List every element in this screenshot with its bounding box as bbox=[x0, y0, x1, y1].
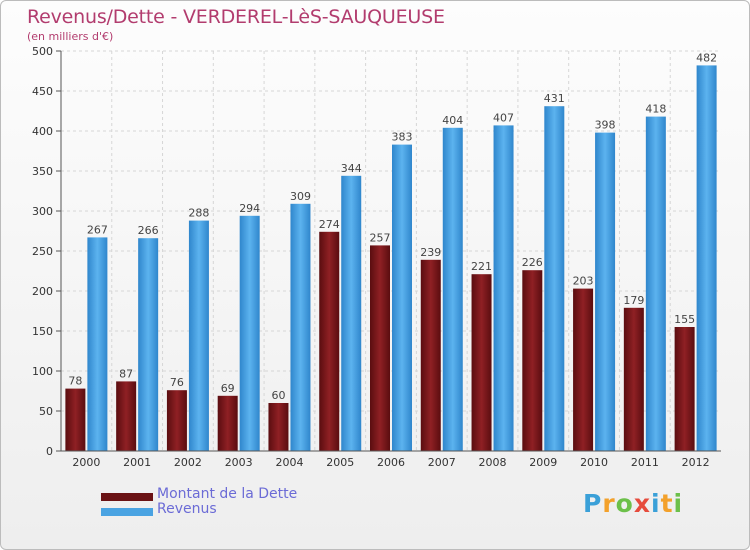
value-label-debt: 221 bbox=[471, 260, 492, 273]
value-label-revenue: 294 bbox=[239, 202, 260, 215]
bar-revenue bbox=[188, 220, 209, 451]
x-tick-label: 2007 bbox=[428, 456, 456, 469]
bar-revenue bbox=[442, 127, 463, 452]
value-label-debt: 155 bbox=[674, 313, 695, 326]
legend-label-debt: Montant de la Dette bbox=[157, 486, 298, 502]
value-label-debt: 78 bbox=[68, 375, 82, 388]
y-tick-label: 450 bbox=[32, 85, 53, 98]
value-label-revenue: 398 bbox=[595, 119, 616, 132]
x-tick-label: 2000 bbox=[72, 456, 100, 469]
value-label-revenue: 404 bbox=[442, 114, 463, 127]
value-label-debt: 274 bbox=[319, 218, 340, 231]
value-label-debt: 60 bbox=[271, 389, 285, 402]
logo-letter: r bbox=[602, 489, 616, 518]
value-label-revenue: 383 bbox=[392, 131, 413, 144]
bar-revenue bbox=[696, 65, 717, 452]
bar-revenue bbox=[645, 116, 666, 451]
value-label-revenue: 267 bbox=[87, 223, 108, 236]
bar-debt bbox=[370, 245, 390, 451]
grid bbox=[61, 50, 721, 451]
value-label-revenue: 266 bbox=[138, 224, 159, 237]
bar-revenue bbox=[544, 106, 565, 451]
bar-debt bbox=[623, 307, 644, 451]
bar-revenue bbox=[290, 203, 311, 451]
value-label-debt: 226 bbox=[522, 256, 543, 269]
bar-debt bbox=[319, 231, 340, 451]
logo-letter: i bbox=[651, 489, 661, 518]
x-tick-label: 2001 bbox=[123, 456, 151, 469]
value-label-revenue: 431 bbox=[544, 92, 565, 105]
x-tick-label: 2003 bbox=[225, 456, 253, 469]
x-tick-label: 2004 bbox=[275, 456, 303, 469]
chart-subtitle: (en milliers d'€) bbox=[27, 30, 114, 43]
x-tick-label: 2002 bbox=[174, 456, 202, 469]
bar-revenue bbox=[493, 125, 514, 452]
proxiti-logo: Proxiti bbox=[583, 489, 683, 518]
bar-debt bbox=[166, 390, 187, 451]
bar-chart: 78 267 87 266 76 288 69 294 60 309 274 344 257 383 239… bbox=[32, 45, 721, 469]
y-tick-label: 400 bbox=[32, 125, 53, 138]
chart-title: Revenus/Dette - VERDEREL-LèS-SAUQUEUSE bbox=[27, 6, 445, 28]
bar-revenue bbox=[595, 132, 616, 451]
value-label-revenue: 344 bbox=[341, 162, 362, 175]
value-label-debt: 203 bbox=[573, 275, 594, 288]
y-tick-label: 500 bbox=[32, 45, 53, 58]
y-tick-label: 250 bbox=[32, 245, 53, 258]
x-tick-label: 2008 bbox=[479, 456, 507, 469]
bar-revenue bbox=[341, 175, 362, 452]
legend-label-revenue: Revenus bbox=[157, 501, 217, 517]
y-tick-label: 100 bbox=[32, 365, 53, 378]
bar-debt bbox=[522, 270, 543, 451]
y-tick-label: 350 bbox=[32, 165, 53, 178]
logo-letter: o bbox=[615, 489, 634, 518]
bar-debt bbox=[573, 288, 594, 451]
legend-swatch-debt bbox=[101, 493, 153, 501]
value-label-revenue: 482 bbox=[696, 51, 717, 64]
x-tick-label: 2009 bbox=[529, 456, 557, 469]
logo-letter: i bbox=[673, 489, 684, 518]
bars bbox=[65, 65, 717, 452]
value-label-revenue: 418 bbox=[645, 103, 666, 116]
axes: 0 50 100 150 200 250 300 350 400 450 500 2000 2001 20… bbox=[32, 45, 721, 469]
bar-debt bbox=[65, 388, 86, 451]
bar-debt bbox=[471, 274, 492, 451]
value-label-debt: 239 bbox=[420, 246, 441, 259]
value-label-debt: 179 bbox=[623, 294, 644, 307]
x-tick-label: 2005 bbox=[326, 456, 354, 469]
value-label-debt: 257 bbox=[370, 231, 391, 244]
x-tick-label: 2006 bbox=[377, 456, 405, 469]
y-tick-label: 150 bbox=[32, 325, 53, 338]
x-tick-label: 2010 bbox=[580, 456, 608, 469]
bar-revenue bbox=[87, 237, 108, 451]
bar-debt bbox=[116, 381, 137, 451]
logo-letter: P bbox=[583, 489, 603, 518]
x-tick-label: 2011 bbox=[631, 456, 659, 469]
y-tick-label: 300 bbox=[32, 205, 53, 218]
y-tick-label: 0 bbox=[46, 445, 53, 458]
logo-letter: t bbox=[660, 489, 674, 518]
value-label-revenue: 407 bbox=[493, 111, 514, 124]
y-tick-label: 200 bbox=[32, 285, 53, 298]
value-label-debt: 87 bbox=[119, 367, 133, 380]
legend-swatch-revenue bbox=[101, 508, 153, 516]
value-label-revenue: 309 bbox=[290, 190, 311, 203]
value-label-debt: 76 bbox=[170, 376, 184, 389]
logo-letter: x bbox=[633, 489, 651, 518]
x-tick-label: 2012 bbox=[682, 456, 710, 469]
bar-revenue bbox=[138, 238, 159, 451]
bar-revenue bbox=[392, 144, 412, 451]
value-labels: 78 267 87 266 76 288 69 294 60 309 274 344 257 383 239… bbox=[68, 51, 717, 402]
bar-debt bbox=[674, 327, 695, 451]
bar-debt bbox=[217, 395, 238, 451]
value-label-revenue: 288 bbox=[188, 207, 209, 220]
value-label-debt: 69 bbox=[221, 382, 235, 395]
bar-debt bbox=[268, 403, 289, 451]
y-tick-label: 50 bbox=[39, 405, 53, 418]
bar-debt bbox=[420, 259, 441, 451]
bar-revenue bbox=[239, 215, 260, 451]
